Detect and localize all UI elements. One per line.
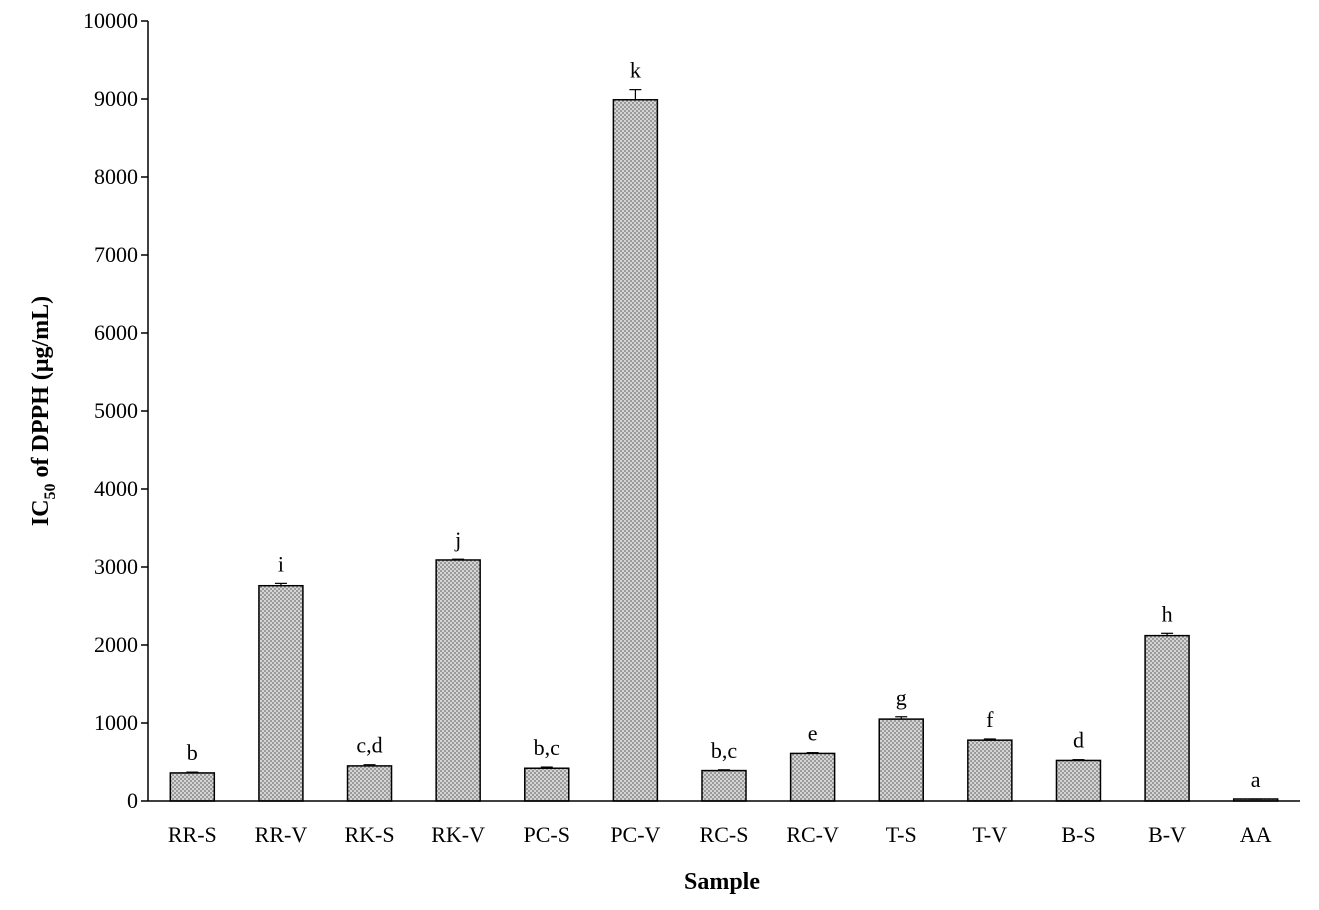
bar — [169, 772, 216, 802]
significance-label: h — [1162, 601, 1173, 626]
y-tick-label: 6000 — [94, 320, 138, 345]
x-category-label: B-S — [1061, 822, 1095, 847]
bar — [346, 765, 393, 802]
x-category-label: RC-S — [700, 822, 749, 847]
x-category-label: RK-S — [344, 822, 394, 847]
significance-label: k — [630, 58, 641, 83]
significance-label: e — [808, 721, 818, 746]
significance-label: b,c — [534, 735, 561, 760]
significance-labels: b i c,d j b,c k b,c e g f d h a — [187, 58, 1261, 792]
significance-label: d — [1073, 728, 1084, 753]
significance-label: c,d — [356, 733, 382, 758]
y-axis-title: IC50 of DPPH (μg/mL) — [28, 296, 59, 526]
x-category-label: PC-V — [610, 822, 660, 847]
bar — [524, 767, 570, 802]
axes-layer — [147, 21, 1300, 802]
significance-label: a — [1251, 767, 1261, 792]
significance-label: i — [278, 551, 284, 576]
bar — [612, 99, 659, 802]
x-axis-title: Sample — [684, 869, 760, 895]
y-tick-label: 7000 — [94, 242, 138, 267]
x-category-label: RR-S — [168, 822, 217, 847]
x-category-label: AA — [1240, 822, 1272, 847]
y-axis-title-prefix: IC — [28, 499, 54, 526]
significance-label: b — [187, 740, 198, 765]
bar — [1144, 634, 1190, 802]
bar — [701, 769, 747, 802]
y-axis-title-suffix: of DPPH (μg/mL) — [28, 296, 54, 484]
significance-label: f — [986, 707, 994, 732]
significance-label: b,c — [711, 738, 738, 763]
x-category-label: RR-V — [255, 822, 308, 847]
bar — [967, 739, 1013, 802]
significance-label: j — [454, 527, 461, 552]
significance-label: g — [896, 685, 907, 710]
y-tick-label: 4000 — [94, 476, 138, 501]
bar — [435, 559, 481, 802]
y-tick-label: 9000 — [94, 86, 138, 111]
y-axis-title-subscript: 50 — [42, 483, 59, 499]
bars-layer — [169, 89, 1279, 802]
y-tick-label: 5000 — [94, 398, 138, 423]
x-category-label: RC-V — [786, 822, 839, 847]
y-tick-label: 1000 — [94, 710, 138, 735]
y-tick-label: 2000 — [94, 632, 138, 657]
y-tick-label: 10000 — [83, 8, 138, 33]
x-category-label: B-V — [1148, 822, 1186, 847]
y-tick-label: 8000 — [94, 164, 138, 189]
y-ticks: 0 1000 2000 3000 4000 5000 6000 7000 8000 9000 100… — [83, 8, 148, 813]
x-category-label: PC-S — [524, 822, 570, 847]
bar — [1055, 759, 1102, 802]
x-category-label: T-S — [886, 822, 917, 847]
x-category-label: RK-V — [431, 822, 485, 847]
x-category-label: T-V — [973, 822, 1008, 847]
bar — [258, 584, 304, 802]
y-tick-label: 0 — [127, 788, 138, 813]
y-tick-label: 3000 — [94, 554, 138, 579]
bar — [878, 718, 924, 802]
category-labels: RR-S RR-V RK-S RK-V PC-S PC-V RC-S RC-V T-S T-V B-… — [168, 822, 1272, 847]
bar — [789, 752, 836, 802]
